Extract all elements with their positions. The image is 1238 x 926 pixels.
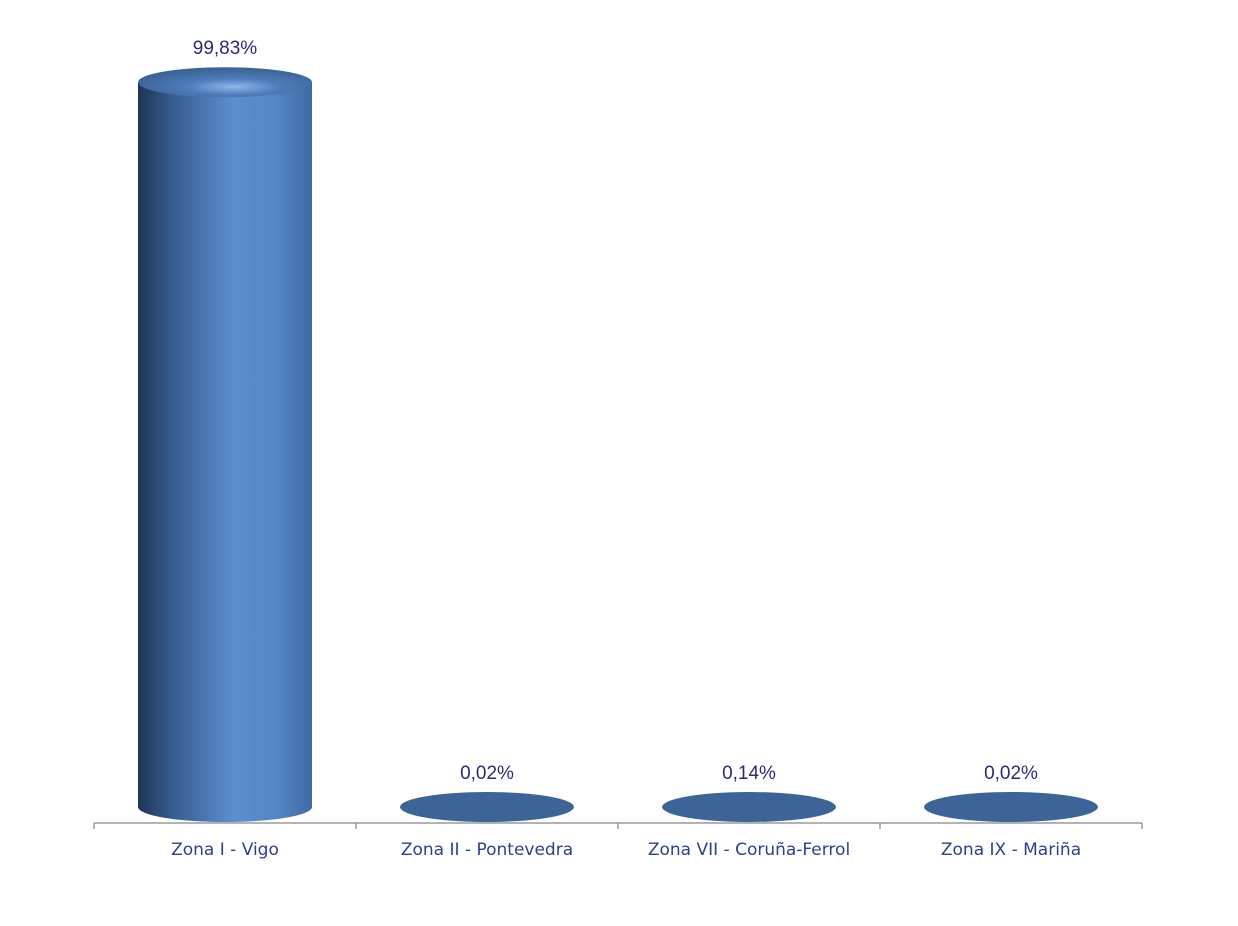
tick-label: Zona II - Pontevedra	[401, 840, 573, 860]
data-label: 0,14%	[722, 763, 776, 784]
bar-group: 0,02%	[924, 763, 1098, 822]
x-axis: Zona I - Vigo Zona II - Pontevedra Zona VI…	[93, 822, 1143, 860]
bar-group: 0,14%	[662, 763, 836, 822]
bar-top	[138, 67, 312, 98]
tick-label: Zona I - Vigo	[171, 840, 279, 860]
data-label: 0,02%	[984, 763, 1038, 784]
bar-group: 99,83%	[138, 38, 312, 823]
plot-area: 99,83% 0,02% 0,14% 0,02%	[138, 38, 1098, 823]
data-label: 0,02%	[460, 763, 514, 784]
bar-group: 0,02%	[400, 763, 574, 822]
bar	[662, 792, 836, 822]
data-label: 99,83%	[193, 38, 258, 59]
bar	[138, 82, 312, 823]
bar	[400, 792, 574, 822]
tick-label: Zona VII - Coruña-Ferrol	[648, 840, 850, 860]
bar	[924, 792, 1098, 822]
tick-label: Zona IX - Mariña	[941, 840, 1081, 860]
